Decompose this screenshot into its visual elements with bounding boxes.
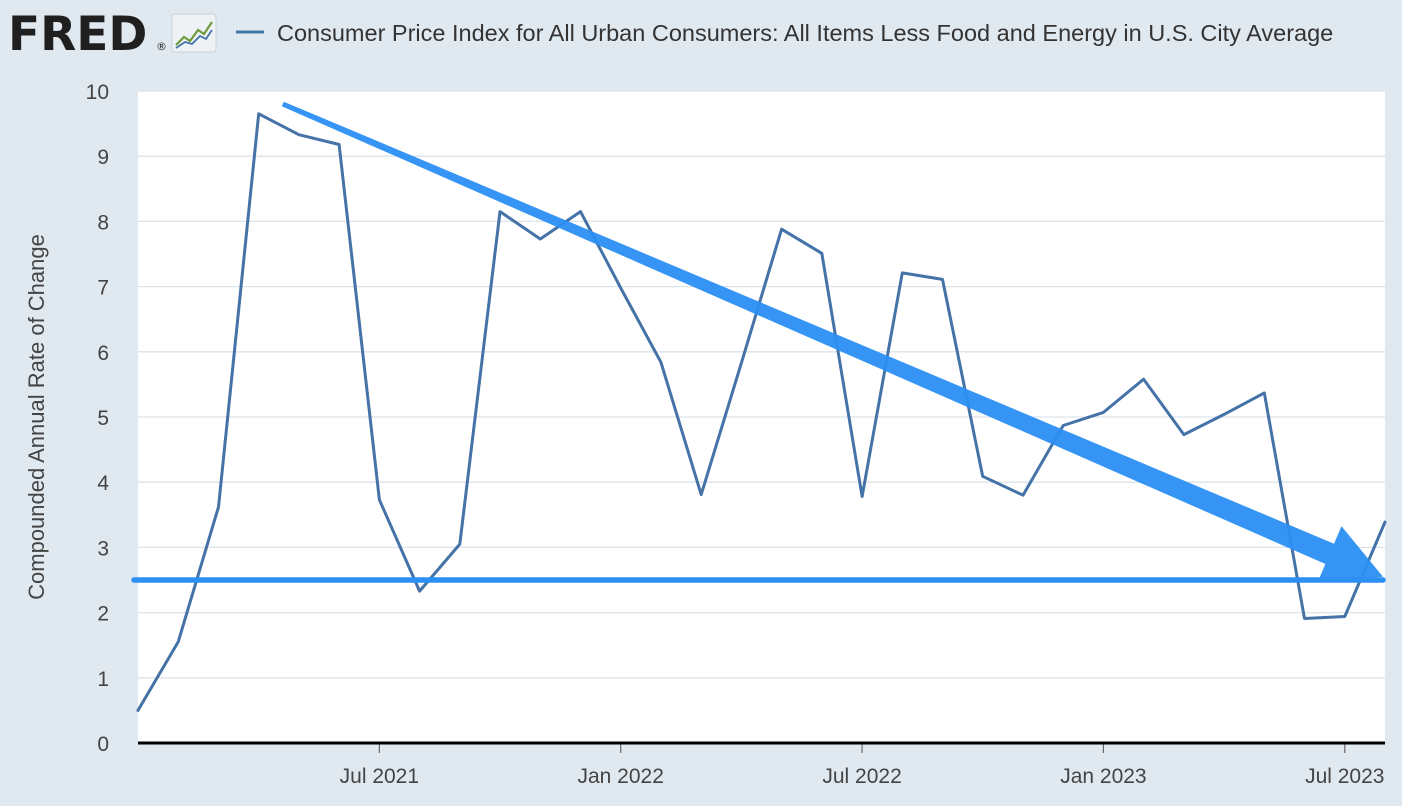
y-tick-label: 9: [97, 146, 109, 169]
x-tick-label: Jul 2021: [340, 765, 419, 788]
fred-logo[interactable]: FRED ®: [8, 7, 167, 62]
y-tick-label: 3: [97, 537, 109, 560]
y-axis-ticks: 0 1 2 3 4 5 6 7 8 9 10: [86, 81, 110, 756]
x-tick-label: Jul 2022: [822, 765, 901, 788]
y-tick-label: 10: [86, 81, 109, 104]
x-tick-label: Jan 2022: [577, 765, 663, 788]
y-tick-label: 8: [97, 211, 109, 234]
x-tick-label: Jul 2023: [1305, 765, 1384, 788]
series-line: [136, 112, 1387, 712]
x-axis-ticks: Jul 2021 Jan 2022 Jul 2022 Jan 2023 Jul 2023: [340, 743, 1384, 788]
annotations-group: [131, 101, 1386, 583]
series-group: [136, 112, 1387, 712]
y-tick-label: 0: [97, 733, 109, 756]
trend-arrow: [281, 101, 1383, 582]
y-tick-label: 2: [97, 603, 109, 626]
x-tick-label: Jan 2023: [1060, 765, 1146, 788]
grid-lines: [138, 90, 1385, 679]
y-axis-title: Compounded Annual Rate of Change: [24, 234, 49, 600]
y-tick-label: 5: [97, 407, 109, 430]
y-tick-label: 7: [97, 277, 109, 300]
y-tick-label: 1: [97, 668, 109, 691]
series-title: Consumer Price Index for All Urban Consu…: [277, 20, 1333, 46]
y-tick-label: 6: [97, 342, 109, 365]
y-tick-label: 4: [97, 472, 109, 495]
fred-logo-text: FRED: [8, 7, 147, 62]
line-graph-icon: [171, 13, 217, 53]
registered-mark: ®: [156, 40, 167, 53]
